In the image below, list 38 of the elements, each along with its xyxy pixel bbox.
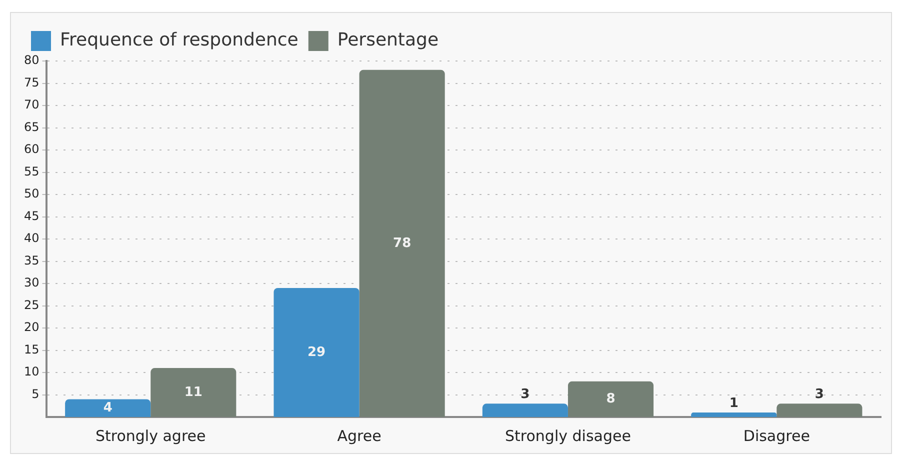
bar xyxy=(65,399,151,417)
data-label: 3 xyxy=(520,387,530,402)
y-tick-label: 15 xyxy=(24,342,40,356)
y-tick-label: 60 xyxy=(24,142,40,156)
y-tick-label: 70 xyxy=(24,98,40,112)
x-tick-label: Agree xyxy=(337,426,382,445)
x-tick-label: Strongly disagee xyxy=(505,426,631,445)
data-label: 78 xyxy=(393,236,412,251)
bar xyxy=(568,381,654,417)
y-tick-label: 80 xyxy=(24,53,40,68)
y-tick-label: 50 xyxy=(24,186,40,201)
y-tick-label: 55 xyxy=(24,164,40,178)
data-label: 29 xyxy=(307,344,326,360)
y-tick-label: 75 xyxy=(24,75,40,90)
bar xyxy=(274,288,360,417)
bar xyxy=(359,70,445,417)
bar xyxy=(150,368,236,417)
y-tick-label: 65 xyxy=(24,120,40,134)
y-tick-label: 10 xyxy=(24,364,40,379)
data-label: 4 xyxy=(103,400,112,416)
bar xyxy=(691,412,777,417)
x-tick-label: Strongly agree xyxy=(95,426,206,445)
y-tick-label: 20 xyxy=(24,320,40,334)
bar xyxy=(776,404,862,417)
y-tick-label: 5 xyxy=(32,386,40,401)
y-tick-label: 25 xyxy=(24,298,40,312)
y-tick-label: 40 xyxy=(24,231,40,246)
bar xyxy=(482,404,568,417)
x-tick-label: Disagree xyxy=(743,426,810,445)
data-label: 1 xyxy=(729,396,738,411)
data-label: 8 xyxy=(606,392,616,407)
legend-label: Persentage xyxy=(337,30,439,51)
y-tick-label: 35 xyxy=(24,253,40,268)
legend-label: Frequence of respondence xyxy=(60,30,298,51)
y-tick-label: 45 xyxy=(24,208,40,223)
data-label: 11 xyxy=(184,384,202,400)
data-label: 3 xyxy=(814,387,824,402)
y-tick-label: 30 xyxy=(24,276,40,290)
